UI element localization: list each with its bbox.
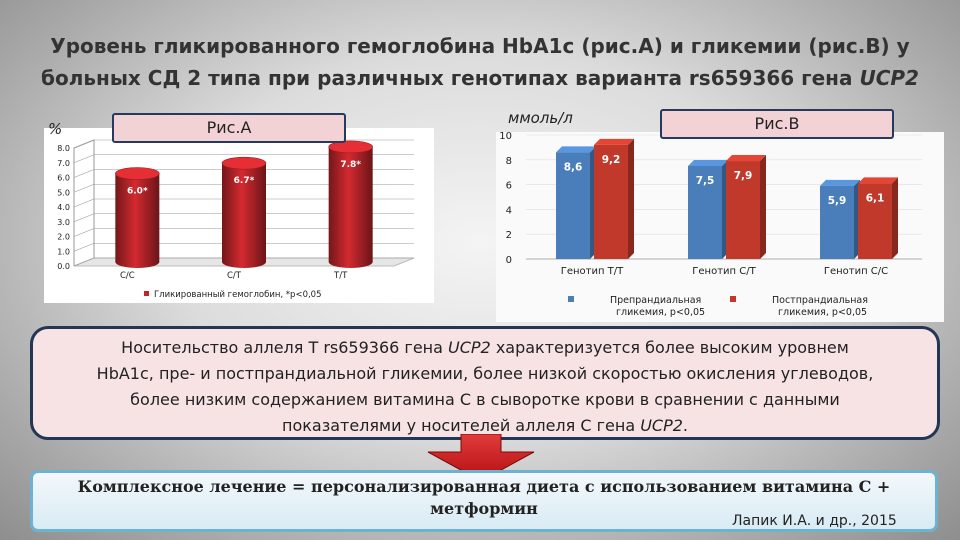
chart-b-data-label: 5,9	[828, 195, 847, 207]
title-line-2: больных СД 2 типа при различных генотипа…	[30, 62, 930, 94]
chart-b-unit: ммоль/л	[508, 109, 573, 127]
chart-a-ytick: 3.0	[57, 218, 70, 227]
chart-a-data-label: 6.0*	[127, 187, 148, 197]
chart-a-legend-swatch	[144, 291, 149, 296]
chart-a-ytick: 8.0	[57, 144, 70, 153]
chart-b-bar	[594, 144, 628, 259]
chart-a-gridline-side	[73, 242, 95, 252]
finding-line-3: более низким содержанием витамина С в сы…	[130, 390, 840, 409]
chart-a-data-label: 6.7*	[234, 176, 255, 186]
chart-b-data-label: 8,6	[564, 161, 583, 173]
chart-a-gridline-side	[73, 228, 95, 237]
chart-a-gridline-side	[73, 169, 95, 178]
chart-a-label: Рис.А	[112, 113, 346, 143]
chart-b-bar	[556, 152, 590, 259]
title-line-1: Уровень гликированного гемоглобина HbA1c…	[50, 34, 910, 58]
chart-a-gridline-side	[73, 183, 95, 193]
chart-b-ytick: 2	[506, 230, 512, 241]
chart-b-ytick: 4	[506, 205, 512, 216]
chart-a-bar-top	[328, 140, 373, 154]
chart-b-bar-top	[594, 138, 634, 145]
chart-b-legend-text: Постпрандиальная	[772, 295, 868, 306]
chart-b-data-label: 7,5	[696, 175, 715, 187]
finding-line-4: показателями у носителей аллеля С гена U…	[47, 413, 923, 439]
chart-a-bar	[115, 173, 160, 268]
conclusion-text: Комплексное лечение = персонализированна…	[30, 476, 938, 520]
chart-a-panel: 0.0 1.0 2.0 3.0 4.0 5.0 6.0 7.0 8.0 6.0* C/C 6.7* C/…	[44, 128, 434, 303]
chart-a-bar	[222, 163, 266, 268]
finding-line-1: Носительство аллеля Т rs659366 гена UCP2…	[47, 335, 923, 361]
finding-text-4a: показателями у носителей аллеля С гена	[281, 416, 641, 435]
chart-a: 0.0 1.0 2.0 3.0 4.0 5.0 6.0 7.0 8.0 6.0* C/C 6.7* C/…	[57, 139, 415, 300]
chart-b-bar	[820, 185, 854, 259]
finding-box: Носительство аллеля Т rs659366 гена UCP2…	[30, 326, 940, 440]
chart-b-ytick: 10	[499, 132, 512, 142]
chart-a-legend-text: Гликированный гемоглобин, *p<0,05	[154, 290, 322, 300]
chart-b-legend-text: гликемия, p<0,05	[616, 307, 705, 318]
chart-b-panel: 0 2 4 6 8 10 8,6 9,2 Генотип Т/Т 7,5 7,9 Генотип C/…	[496, 131, 944, 322]
chart-a-ytick: 7.0	[57, 159, 70, 168]
conclusion-line-1: Комплексное лечение = персонализированна…	[77, 477, 891, 496]
chart-a-ytick: 1.0	[57, 247, 70, 256]
chart-a-gridline-side	[73, 198, 95, 208]
chart-a-bar	[328, 146, 373, 268]
chart-a-ytick: 0.0	[57, 262, 70, 271]
chart-a-gridline-side	[73, 154, 95, 164]
chart-b-bar	[858, 183, 892, 259]
conclusion-line-2: метформин	[430, 499, 538, 518]
chart-b-bar	[688, 166, 722, 259]
title-gene-name: UCP2	[859, 66, 919, 90]
chart-b-category-label: Генотип C/C	[824, 266, 888, 277]
chart-b-category-label: Генотип Т/Т	[561, 266, 624, 277]
chart-b-legend-text: Препрандиальная	[610, 295, 701, 306]
chart-b-category-label: Генотип C/T	[692, 266, 756, 277]
finding-gene-1: UCP2	[448, 338, 491, 357]
chart-b-bar-top	[858, 177, 898, 184]
slide-title: Уровень гликированного гемоглобина HbA1c…	[30, 30, 930, 94]
chart-a-category-label: C/T	[227, 271, 242, 281]
chart-b-ytick: 6	[506, 181, 512, 192]
chart-a-ytick: 4.0	[57, 203, 70, 212]
chart-b-data-label: 9,2	[602, 154, 621, 166]
chart-a-category-label: T/T	[333, 271, 348, 281]
chart-b-label: Рис.В	[660, 109, 894, 139]
chart-a-gridline-side	[73, 257, 95, 267]
chart-b-data-label: 6,1	[866, 192, 885, 204]
finding-gene-2: UCP2	[640, 416, 683, 435]
chart-a-ytick: 5.0	[57, 188, 70, 197]
chart-b-legend-swatch	[730, 296, 736, 302]
chart-a-ytick: 6.0	[57, 174, 70, 183]
chart-b-legend-swatch	[568, 296, 574, 302]
chart-b-bar-side	[760, 155, 766, 259]
chart-a-ytick: 2.0	[57, 233, 70, 242]
chart-a-gridline-side	[73, 213, 95, 223]
finding-line-2: HbA1c, пре- и постпрандиальной гликемии,…	[96, 364, 874, 383]
chart-b-bar-top	[556, 146, 596, 153]
chart-b-data-label: 7,9	[734, 170, 753, 182]
chart-b-legend-text: гликемия, p<0,05	[778, 307, 867, 318]
chart-a-bar-top	[115, 167, 160, 180]
chart-b-bar	[726, 161, 760, 259]
chart-b-bar-top	[688, 160, 728, 166]
chart-b-bar-top	[820, 179, 860, 186]
chart-a-gridline-side	[73, 139, 95, 149]
finding-text-4b: .	[682, 416, 689, 435]
chart-b-ytick: 0	[506, 255, 512, 266]
chart-a-data-label: 7.8*	[340, 160, 361, 170]
chart-a-bar-top	[221, 156, 267, 170]
chart-b-ytick: 8	[506, 156, 512, 167]
citation: Лапик И.А. и др., 2015	[732, 513, 897, 529]
chart-a-category-label: C/C	[120, 271, 135, 281]
chart-b-bar-side	[892, 177, 898, 259]
chart-b: 0 2 4 6 8 10 8,6 9,2 Генотип Т/Т 7,5 7,9 Генотип C/…	[499, 131, 922, 318]
chart-a-unit: %	[48, 120, 63, 138]
chart-b-bar-side	[628, 138, 634, 259]
finding-text-1a: Носительство аллеля Т rs659366 гена	[121, 338, 449, 357]
down-arrow-icon	[427, 434, 535, 482]
chart-b-bar-top	[726, 155, 766, 162]
title-line-2-text: больных СД 2 типа при различных генотипа…	[41, 66, 860, 90]
conclusion-box	[30, 470, 938, 532]
finding-text-1b: характеризуется более высоким уровнем	[490, 338, 849, 357]
